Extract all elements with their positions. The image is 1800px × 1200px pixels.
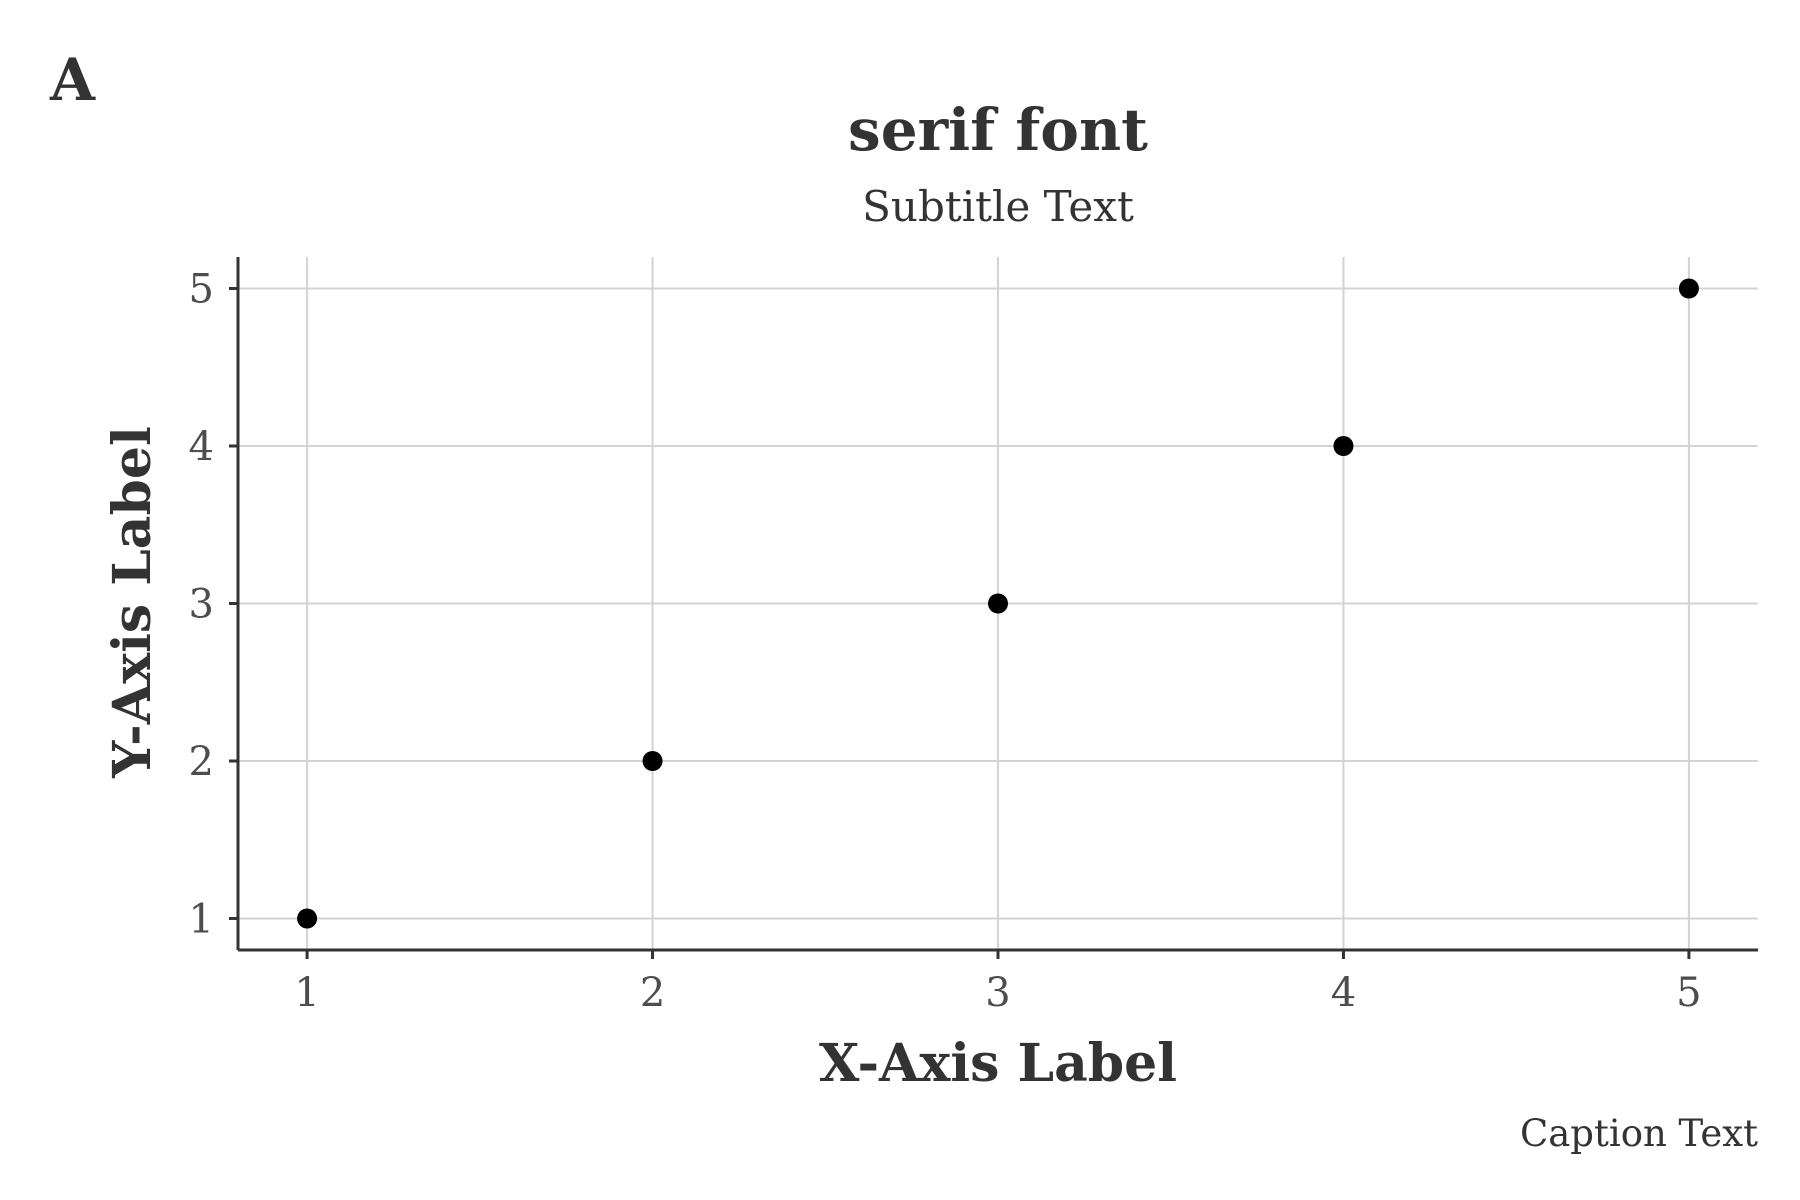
panel-tag: A: [49, 46, 96, 114]
y-tick-label: 2: [189, 739, 214, 785]
data-point: [1333, 436, 1354, 456]
chart-title: serif font: [848, 96, 1148, 164]
data-point: [642, 751, 663, 771]
ticks: 1 2 3 4 5 1 2 3 4 5: [189, 267, 1702, 1017]
data-point: [297, 908, 318, 929]
data-point: [1678, 278, 1699, 299]
x-tick-label: 2: [640, 970, 665, 1016]
x-tick-label: 5: [1676, 970, 1701, 1016]
y-axis-title: Y-Axis Label: [102, 426, 163, 778]
x-axis-title: X-Axis Label: [819, 1033, 1177, 1094]
data-points: [297, 278, 1699, 929]
y-tick-label: 3: [189, 582, 214, 628]
y-tick-label: 4: [189, 424, 214, 470]
chart-caption: Caption Text: [1520, 1112, 1758, 1155]
x-tick-label: 1: [294, 970, 319, 1016]
data-point: [988, 593, 1008, 614]
x-tick-label: 4: [1331, 970, 1356, 1016]
y-tick-label: 5: [189, 267, 214, 313]
x-tick-label: 3: [985, 970, 1010, 1016]
chart-subtitle: Subtitle Text: [862, 182, 1134, 231]
y-tick-label: 1: [189, 897, 214, 943]
grid: [238, 257, 1758, 950]
